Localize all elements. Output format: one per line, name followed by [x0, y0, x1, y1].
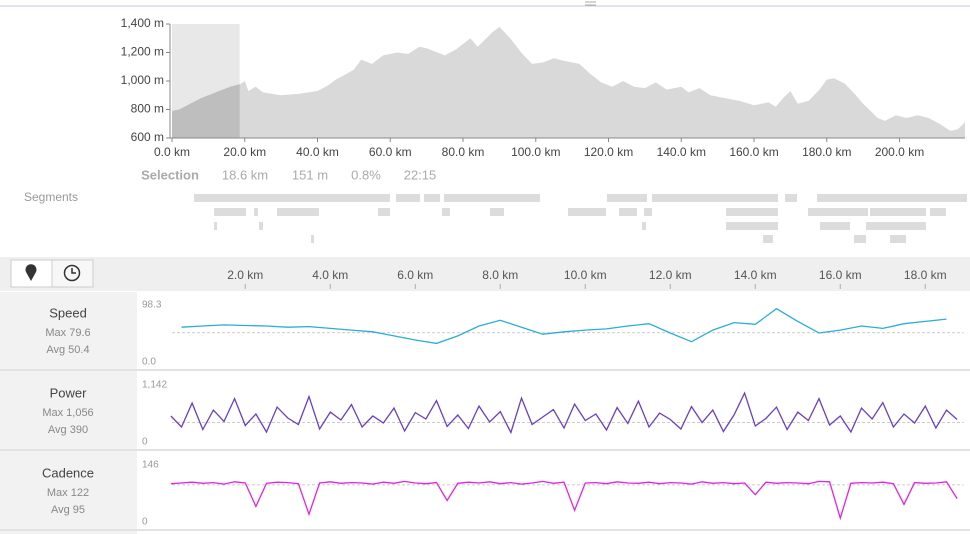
x-tick-label: 200.0 km [875, 145, 924, 159]
metric-panel [0, 292, 137, 534]
x-tick-label: 6.0 km [397, 268, 433, 282]
y-tick-label: 1,000 m [121, 73, 164, 87]
x-tick-label: 60.0 km [369, 145, 412, 159]
metric-avg: Avg 390 [48, 424, 88, 436]
time-button[interactable] [51, 259, 94, 288]
x-tick-label: 8.0 km [482, 268, 518, 282]
y-tick-label: 1,400 m [121, 16, 164, 30]
x-tick-label: 4.0 km [312, 268, 348, 282]
segments-label: Segments [24, 190, 78, 204]
y-tick-label: 800 m [131, 102, 164, 116]
selection-label: Selection [141, 167, 199, 182]
y-tick-label: 0.0 [142, 357, 156, 368]
y-tick-label: 1,142 [142, 380, 167, 391]
elevation-area [172, 26, 965, 138]
metric-name: Power [50, 385, 88, 400]
x-tick-label: 80.0 km [442, 145, 485, 159]
x-tick-label: 120.0 km [584, 145, 633, 159]
metric-line [181, 307, 947, 345]
selection-grade: 0.8% [351, 167, 381, 182]
x-tick-label: 20.0 km [223, 145, 266, 159]
metric-line [170, 480, 958, 521]
x-tick-label: 0.0 km [154, 145, 190, 159]
selection-distance: 18.6 km [222, 167, 268, 182]
x-tick-label: 100.0 km [511, 145, 560, 159]
resize-handle[interactable] [585, 1, 596, 6]
metric-max: Max 122 [47, 487, 89, 499]
x-tick-label: 10.0 km [564, 268, 607, 282]
metric-line [170, 391, 958, 435]
y-tick-label: 98.3 [142, 300, 162, 311]
x-tick-label: 180.0 km [802, 145, 851, 159]
x-tick-label: 12.0 km [649, 268, 692, 282]
x-tick-label: 18.0 km [904, 268, 947, 282]
selection-climb: 151 m [292, 167, 328, 182]
metric-max: Max 1,056 [42, 407, 93, 419]
x-tick-label: 16.0 km [819, 268, 862, 282]
x-tick-label: 14.0 km [734, 268, 777, 282]
y-tick-label: 600 m [131, 130, 164, 144]
metric-avg: Avg 50.4 [46, 344, 89, 356]
toolbar [0, 257, 970, 291]
metric-max: Max 79.6 [45, 327, 90, 339]
selection-time: 22:15 [404, 167, 437, 182]
y-tick-label: 146 [142, 460, 159, 471]
y-tick-label: 0 [142, 517, 148, 528]
map-button[interactable] [10, 259, 53, 288]
metric-name: Cadence [42, 465, 94, 480]
selected-elevation-area [172, 84, 240, 138]
y-tick-label: 0 [142, 437, 148, 448]
segments [194, 194, 967, 243]
x-tick-label: 140.0 km [657, 145, 706, 159]
metric-avg: Avg 95 [51, 504, 85, 516]
x-tick-label: 2.0 km [227, 268, 263, 282]
x-tick-label: 40.0 km [296, 145, 339, 159]
x-tick-label: 160.0 km [729, 145, 778, 159]
y-tick-label: 1,200 m [121, 45, 164, 59]
metric-name: Speed [49, 305, 87, 320]
